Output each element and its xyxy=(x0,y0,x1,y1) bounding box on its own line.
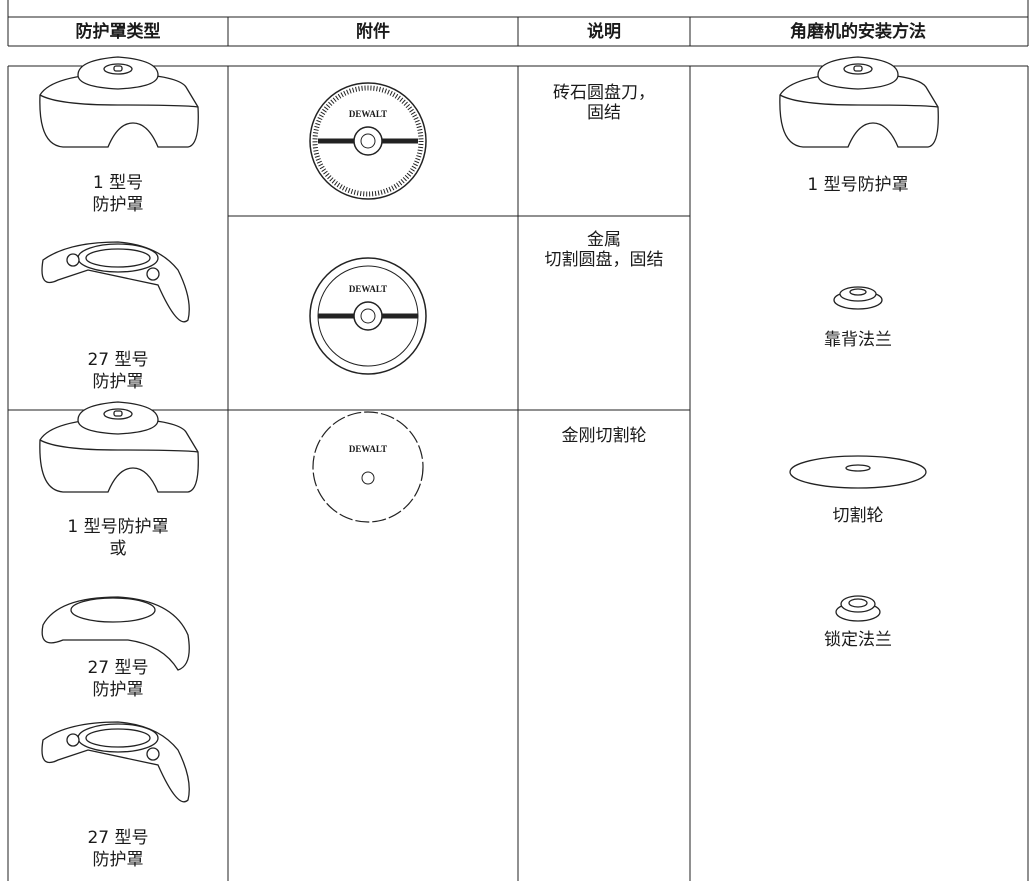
description: 金属 xyxy=(587,230,621,250)
guard-label: 1 型号 xyxy=(93,173,143,193)
description: 砖石圆盘刀， xyxy=(553,83,655,103)
brand-logo: DEWALT xyxy=(349,284,387,294)
guard-image xyxy=(41,721,190,803)
guard-image xyxy=(39,401,199,493)
mounting-label: 切割轮 xyxy=(833,506,884,526)
description: 固结 xyxy=(587,103,621,123)
guard-label: 防护罩 xyxy=(93,372,144,392)
lock-flange xyxy=(835,595,881,622)
mounting-label: 靠背法兰 xyxy=(824,330,892,350)
abrasive-disc xyxy=(309,82,427,200)
guard-image xyxy=(779,56,939,148)
guard-label: 1 型号防护罩 xyxy=(67,517,168,537)
metal-disc xyxy=(309,257,427,375)
diamond-disc xyxy=(312,411,424,523)
guard-image xyxy=(41,241,190,323)
mounting-label: 锁定法兰 xyxy=(824,630,892,650)
description: 切割圆盘，固结 xyxy=(545,250,664,270)
guard-label: 防护罩 xyxy=(93,850,144,870)
guard-label: 防护罩 xyxy=(93,680,144,700)
column-header: 说明 xyxy=(587,21,621,42)
guard-label: 27 型号 xyxy=(87,828,148,848)
brand-logo: DEWALT xyxy=(349,444,387,454)
guard-image xyxy=(39,56,199,148)
backing-flange xyxy=(833,286,883,310)
brand-logo: DEWALT xyxy=(349,109,387,119)
guard-label: 27 型号 xyxy=(87,350,148,370)
column-header: 角磨机的安装方法 xyxy=(790,21,926,42)
column-header: 防护罩类型 xyxy=(76,21,161,42)
mounting-label: 1 型号防护罩 xyxy=(807,175,908,195)
guard-label: 防护罩 xyxy=(93,195,144,215)
guard-label: 27 型号 xyxy=(87,658,148,678)
column-header: 附件 xyxy=(356,21,390,42)
description: 金刚切割轮 xyxy=(562,426,647,446)
cutting-wheel xyxy=(789,455,927,489)
guard-label: 或 xyxy=(110,539,127,559)
